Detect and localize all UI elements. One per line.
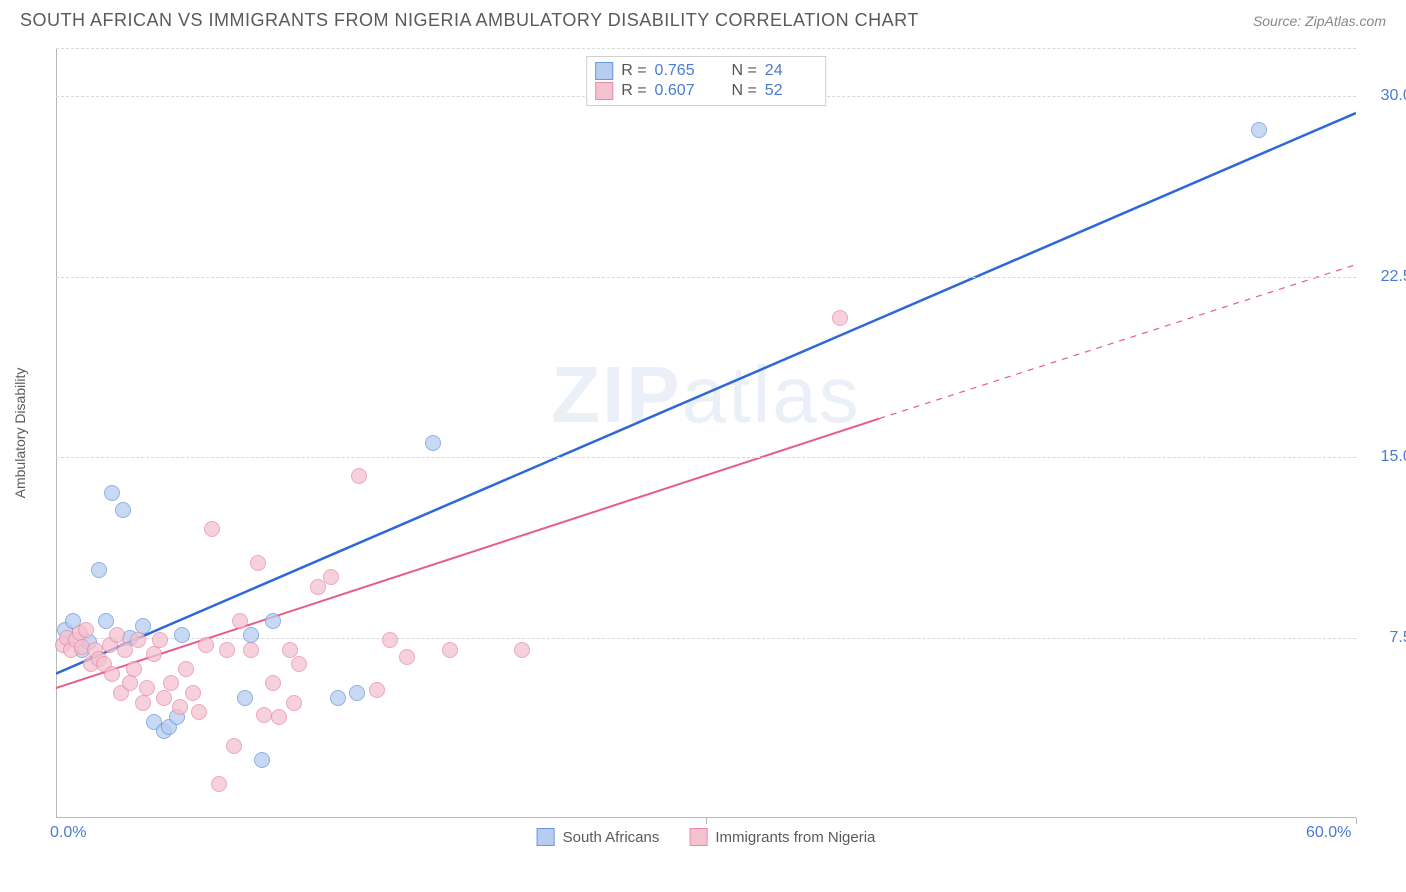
legend-swatch	[595, 62, 613, 80]
gridline	[56, 48, 1356, 49]
stat-n-value: 24	[765, 62, 817, 80]
data-point	[78, 622, 94, 638]
data-point	[282, 642, 298, 658]
x-tick-mark	[706, 818, 707, 824]
data-point	[219, 642, 235, 658]
legend-label: South Africans	[563, 829, 660, 846]
data-point	[265, 613, 281, 629]
data-point	[178, 661, 194, 677]
data-point	[198, 637, 214, 653]
stat-n-label: N =	[731, 82, 756, 100]
data-point	[185, 685, 201, 701]
data-point	[204, 521, 220, 537]
source-name: ZipAtlas.com	[1305, 13, 1386, 29]
data-point	[191, 704, 207, 720]
page-title: SOUTH AFRICAN VS IMMIGRANTS FROM NIGERIA…	[20, 10, 919, 31]
data-point	[330, 690, 346, 706]
x-tick-label: 0.0%	[50, 824, 86, 842]
data-point	[152, 632, 168, 648]
data-point	[156, 690, 172, 706]
y-tick-label: 15.0%	[1381, 448, 1406, 466]
data-point	[98, 613, 114, 629]
legend-swatch	[537, 828, 555, 846]
data-point	[369, 682, 385, 698]
data-point	[351, 468, 367, 484]
data-point	[265, 675, 281, 691]
legend-swatch	[595, 82, 613, 100]
data-point	[323, 569, 339, 585]
source-attribution: Source: ZipAtlas.com	[1253, 13, 1386, 29]
data-point	[399, 649, 415, 665]
data-point	[514, 642, 530, 658]
data-point	[232, 613, 248, 629]
y-tick-label: 7.5%	[1390, 629, 1406, 647]
data-point	[382, 632, 398, 648]
data-point	[254, 752, 270, 768]
y-axis-line	[56, 48, 57, 818]
stat-n-label: N =	[731, 62, 756, 80]
stat-r-label: R =	[621, 82, 646, 100]
data-point	[163, 675, 179, 691]
gridline	[56, 277, 1356, 278]
stat-r-value: 0.607	[655, 82, 707, 100]
data-point	[237, 690, 253, 706]
y-tick-label: 22.5%	[1381, 268, 1406, 286]
data-point	[243, 642, 259, 658]
watermark: ZIPatlas	[551, 349, 860, 441]
x-tick-mark	[1356, 818, 1357, 824]
legend-item: South Africans	[537, 828, 660, 846]
data-point	[349, 685, 365, 701]
data-point	[226, 738, 242, 754]
data-point	[442, 642, 458, 658]
data-point	[109, 627, 125, 643]
data-point	[139, 680, 155, 696]
legend-item: Immigrants from Nigeria	[689, 828, 875, 846]
data-point	[271, 709, 287, 725]
data-point	[250, 555, 266, 571]
stat-row: R = 0.765 N = 24	[595, 61, 817, 81]
y-tick-label: 30.0%	[1381, 87, 1406, 105]
data-point	[91, 562, 107, 578]
data-point	[146, 646, 162, 662]
data-point	[122, 675, 138, 691]
data-point	[291, 656, 307, 672]
header: SOUTH AFRICAN VS IMMIGRANTS FROM NIGERIA…	[0, 0, 1406, 31]
data-point	[425, 435, 441, 451]
series-legend: South Africans Immigrants from Nigeria	[537, 828, 876, 846]
plot-area: ZIPatlas 7.5%15.0%22.5%30.0%0.0%60.0%	[56, 48, 1356, 818]
stat-n-value: 52	[765, 82, 817, 100]
correlation-chart: Ambulatory Disability ZIPatlas 7.5%15.0%…	[56, 48, 1356, 818]
data-point	[115, 502, 131, 518]
legend-swatch	[689, 828, 707, 846]
x-tick-label: 60.0%	[1306, 824, 1351, 842]
data-point	[1251, 122, 1267, 138]
trend-lines	[56, 48, 1356, 818]
data-point	[174, 627, 190, 643]
stat-row: R = 0.607 N = 52	[595, 81, 817, 101]
legend-label: Immigrants from Nigeria	[715, 829, 875, 846]
data-point	[211, 776, 227, 792]
data-point	[104, 666, 120, 682]
source-prefix: Source:	[1253, 13, 1305, 29]
data-point	[126, 661, 142, 677]
data-point	[256, 707, 272, 723]
data-point	[104, 485, 120, 501]
gridline	[56, 457, 1356, 458]
y-axis-label: Ambulatory Disability	[12, 368, 28, 499]
data-point	[135, 695, 151, 711]
data-point	[832, 310, 848, 326]
stat-r-value: 0.765	[655, 62, 707, 80]
stats-legend: R = 0.765 N = 24R = 0.607 N = 52	[586, 56, 826, 106]
data-point	[286, 695, 302, 711]
stat-r-label: R =	[621, 62, 646, 80]
data-point	[130, 632, 146, 648]
data-point	[172, 699, 188, 715]
